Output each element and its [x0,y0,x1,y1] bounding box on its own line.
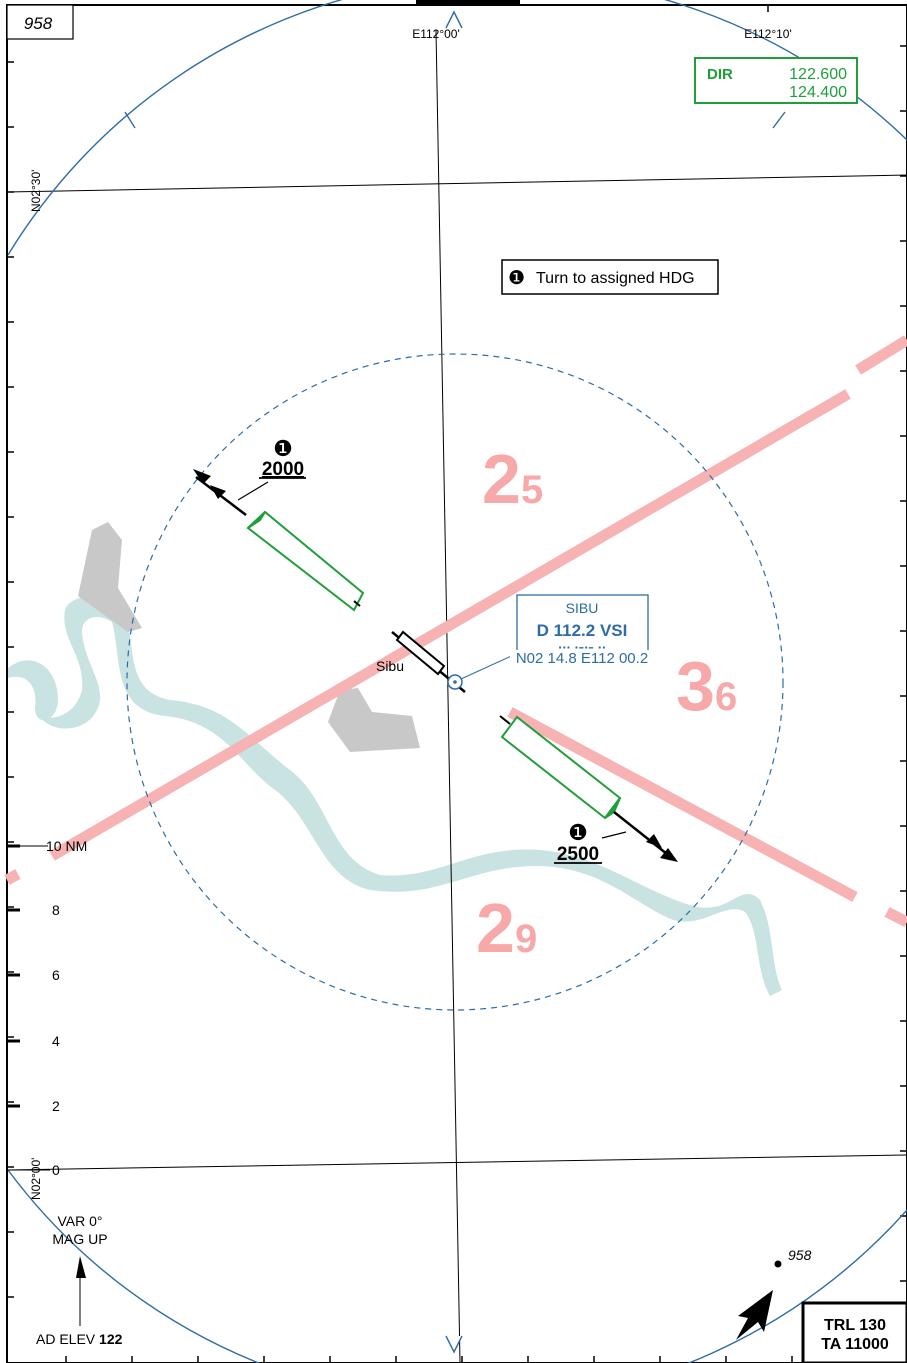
navaid-name: SIBU [566,600,599,616]
chart-frame [6,4,907,1363]
departure-label-2500: ❶ 2500 [554,821,602,865]
navaid-box: SIBU D 112.2 VSI ··· ·–·– ·· N02 14.8 E1… [510,594,660,667]
departure-altitude: 2000 [262,459,304,480]
longitude-label-west: E112°00' [412,27,460,41]
scale-label-10: 10 NM [46,838,87,854]
airport-name: Sibu [376,658,404,674]
lat-lon-grid [6,29,907,1363]
frequency-service: DIR [707,66,733,83]
departure-ribbon-northwest [193,469,365,612]
magnetic-north-arrow [76,1256,86,1278]
longitude-label-east: E112°10' [744,27,792,41]
navaid-position: N02 14.8 E112 00.2 [516,650,648,667]
latitude-label-south: N02°00' [29,1158,43,1200]
variation-line-1: VAR 0° [57,1213,102,1229]
msa-sector-29: 29 [476,889,537,967]
latitude-line-north [6,174,907,193]
ten-nm-circle [126,353,784,1011]
frequency-box: DIR 122.600 124.400 [694,57,858,104]
bottom-frame-ticks [65,1356,859,1363]
latitude-line-south [6,1154,907,1171]
scale-label-2: 2 [52,1098,60,1114]
note-symbol: ❶ [508,267,525,289]
south-marker [445,1335,463,1354]
spot-elevation-value: 958 [788,1247,812,1263]
north-marker [445,10,463,29]
altitude-leader [237,481,269,501]
departure-altitude: 2500 [557,844,599,865]
navaid-ident: D 112.2 VSI [537,621,628,640]
scale-label-4: 4 [52,1033,60,1049]
latitude-label-north: N02°30' [29,170,43,212]
scale-label-0: 0 [52,1162,60,1178]
left-frame-ticks [7,61,14,1298]
urban-area [78,522,142,632]
header-tab [416,0,520,4]
msa-sector-lines [4,335,907,927]
vor-dme-symbol [447,651,521,690]
transition-level: TRL 130 [824,1317,886,1334]
navaid-morse: ··· ·–·– ·· [558,641,606,654]
frequency-1: 122.600 [789,66,847,83]
note-text: Turn to assigned HDG [536,270,695,287]
departure-ribbon-southeast [499,715,678,862]
terrain-layer [8,522,782,996]
departure-symbol: ❶ [273,437,293,462]
frequency-2: 124.400 [789,84,847,101]
north-arrow-icon [736,1290,773,1340]
msa-sector-25: 25 [482,440,543,518]
msa-header-box [6,4,74,40]
note-box: ❶ Turn to assigned HDG [501,259,719,295]
variation-line-2: MAG UP [52,1231,107,1247]
variation-block: VAR 0° MAG UP [52,1213,108,1326]
msa-sector-numerals: 25 36 29 [476,440,737,967]
departure-symbol: ❶ [568,821,588,846]
transition-altitude: TA 11000 [821,1336,889,1353]
urban-area [328,688,420,752]
right-frame-ticks [900,45,907,1347]
longitude-line [435,29,461,1363]
msa-sector-36: 36 [676,647,737,725]
msa-outer-circle [7,0,907,1363]
departure-label-2000: ❶ 2000 [259,437,306,480]
spot-elevation: 958 [774,1247,812,1268]
scale-label-8: 8 [52,902,60,918]
scale-label-6: 6 [52,967,60,983]
transition-box: TRL 130 TA 11000 [801,1301,907,1363]
altitude-leader [601,831,627,839]
msa-header-value: 958 [24,14,53,33]
aerodrome-elevation: AD ELEV 122 [36,1331,123,1347]
distance-scale: 10 NM 8 6 4 2 0 [7,838,87,1178]
